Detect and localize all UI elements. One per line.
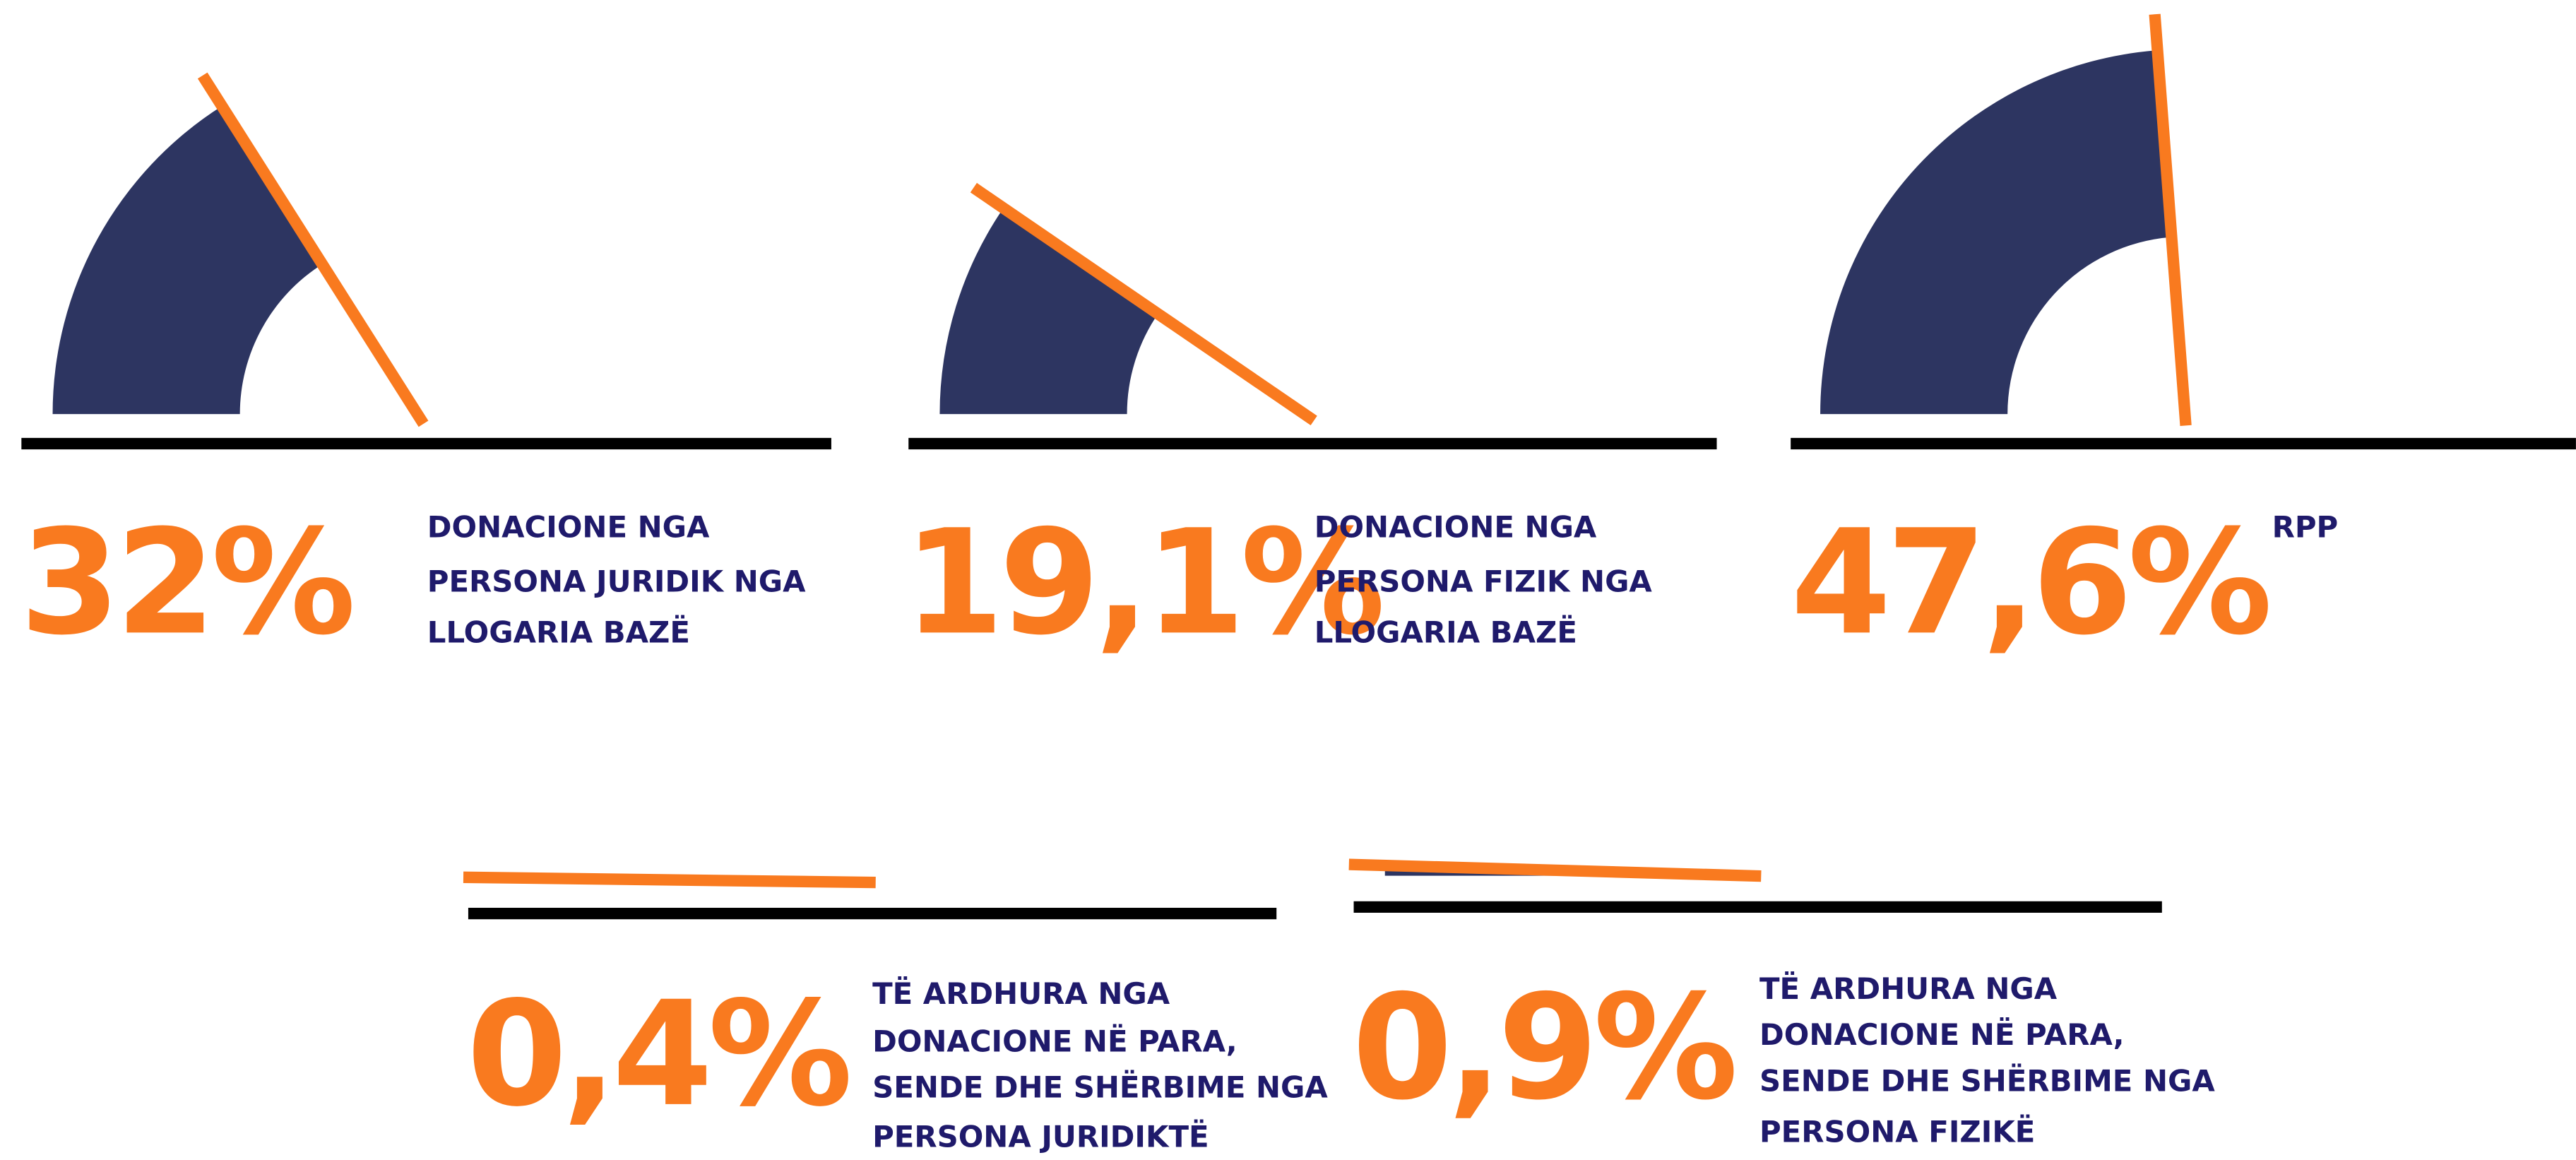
description-line: PERSONA FIZIKË xyxy=(1759,1113,2035,1149)
description-line: SENDE DHE SHËRBIME NGA xyxy=(1759,1063,2215,1098)
value-label: 0,9% xyxy=(1352,964,1734,1132)
gauge-needle xyxy=(1348,858,1762,882)
gauge-arc xyxy=(1820,50,2172,415)
gauge-needle xyxy=(2149,13,2192,426)
description-line: DONACIONE NGA xyxy=(427,510,710,545)
description-line: DONACIONE NË PARA, xyxy=(1759,1017,2125,1052)
value-label: 32% xyxy=(20,499,352,667)
gauge-arc xyxy=(52,106,323,415)
gauge-needle xyxy=(463,871,876,889)
value-label: 0,4% xyxy=(467,971,849,1139)
description-line: SENDE DHE SHËRBIME NGA xyxy=(872,1070,1328,1105)
description-line: RPP xyxy=(2272,510,2339,545)
description-line: TË ARDHURA NGA xyxy=(872,976,1170,1011)
description-line: PERSONA FIZIK NGA xyxy=(1314,564,1653,598)
value-label: 47,6% xyxy=(1791,499,2268,667)
gauge-needle xyxy=(970,182,1317,426)
gauge-needle xyxy=(197,72,429,427)
description-line: PERSONA JURIDIKTË xyxy=(872,1118,1209,1154)
description-line: LLOGARIA BAZË xyxy=(427,614,690,649)
description-line: LLOGARIA BAZË xyxy=(1314,614,1577,649)
description-line: DONACIONE NË PARA, xyxy=(872,1023,1237,1058)
gauge-arc xyxy=(939,208,1158,415)
value-label: 19,1% xyxy=(903,499,1381,667)
description-line: TË ARDHURA NGA xyxy=(1759,971,2058,1006)
description-line: DONACIONE NGA xyxy=(1314,510,1597,545)
description-line: PERSONA JURIDIK NGA xyxy=(427,564,806,598)
